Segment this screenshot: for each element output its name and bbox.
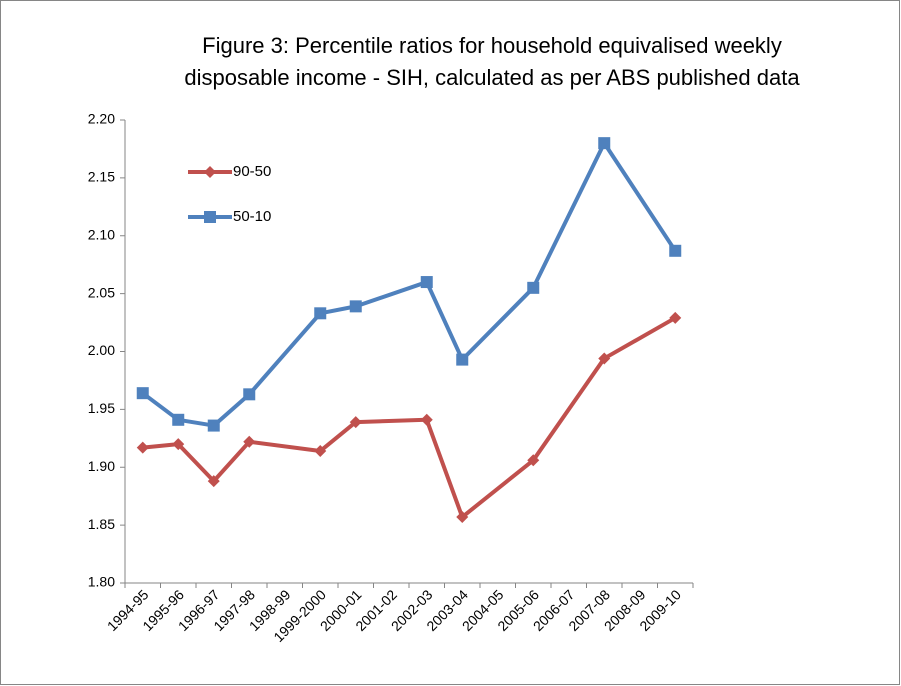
marker	[669, 311, 682, 324]
marker	[669, 244, 682, 257]
marker	[527, 454, 540, 467]
marker	[456, 511, 469, 524]
legend-label: 90-50	[233, 163, 271, 180]
y-tick-label: 2.00	[88, 342, 115, 358]
y-tick-label: 2.05	[88, 284, 115, 300]
marker	[204, 166, 216, 178]
marker	[204, 211, 216, 223]
y-tick-label: 1.85	[88, 516, 115, 532]
marker	[527, 281, 540, 294]
y-tick-label: 2.10	[88, 226, 115, 242]
marker	[136, 441, 149, 454]
marker	[598, 137, 611, 150]
marker	[136, 387, 149, 400]
marker	[207, 475, 220, 488]
legend-label: 50-10	[233, 208, 271, 225]
chart-title: Figure 3: Percentile ratios for househol…	[202, 33, 782, 58]
marker	[314, 307, 327, 320]
marker	[349, 300, 362, 313]
marker	[420, 413, 433, 426]
chart-title: disposable income - SIH, calculated as p…	[184, 65, 800, 90]
y-tick-label: 1.80	[88, 574, 115, 590]
marker	[420, 276, 433, 289]
marker	[243, 435, 256, 448]
marker	[598, 352, 611, 365]
y-tick-label: 2.20	[88, 111, 115, 127]
y-tick-label: 1.95	[88, 400, 115, 416]
y-tick-label: 1.90	[88, 458, 115, 474]
marker	[207, 419, 220, 432]
marker	[243, 388, 256, 401]
y-tick-label: 2.15	[88, 169, 115, 185]
marker	[172, 438, 185, 451]
marker	[172, 413, 185, 426]
marker	[456, 353, 469, 366]
marker	[314, 445, 327, 458]
marker	[349, 416, 362, 429]
